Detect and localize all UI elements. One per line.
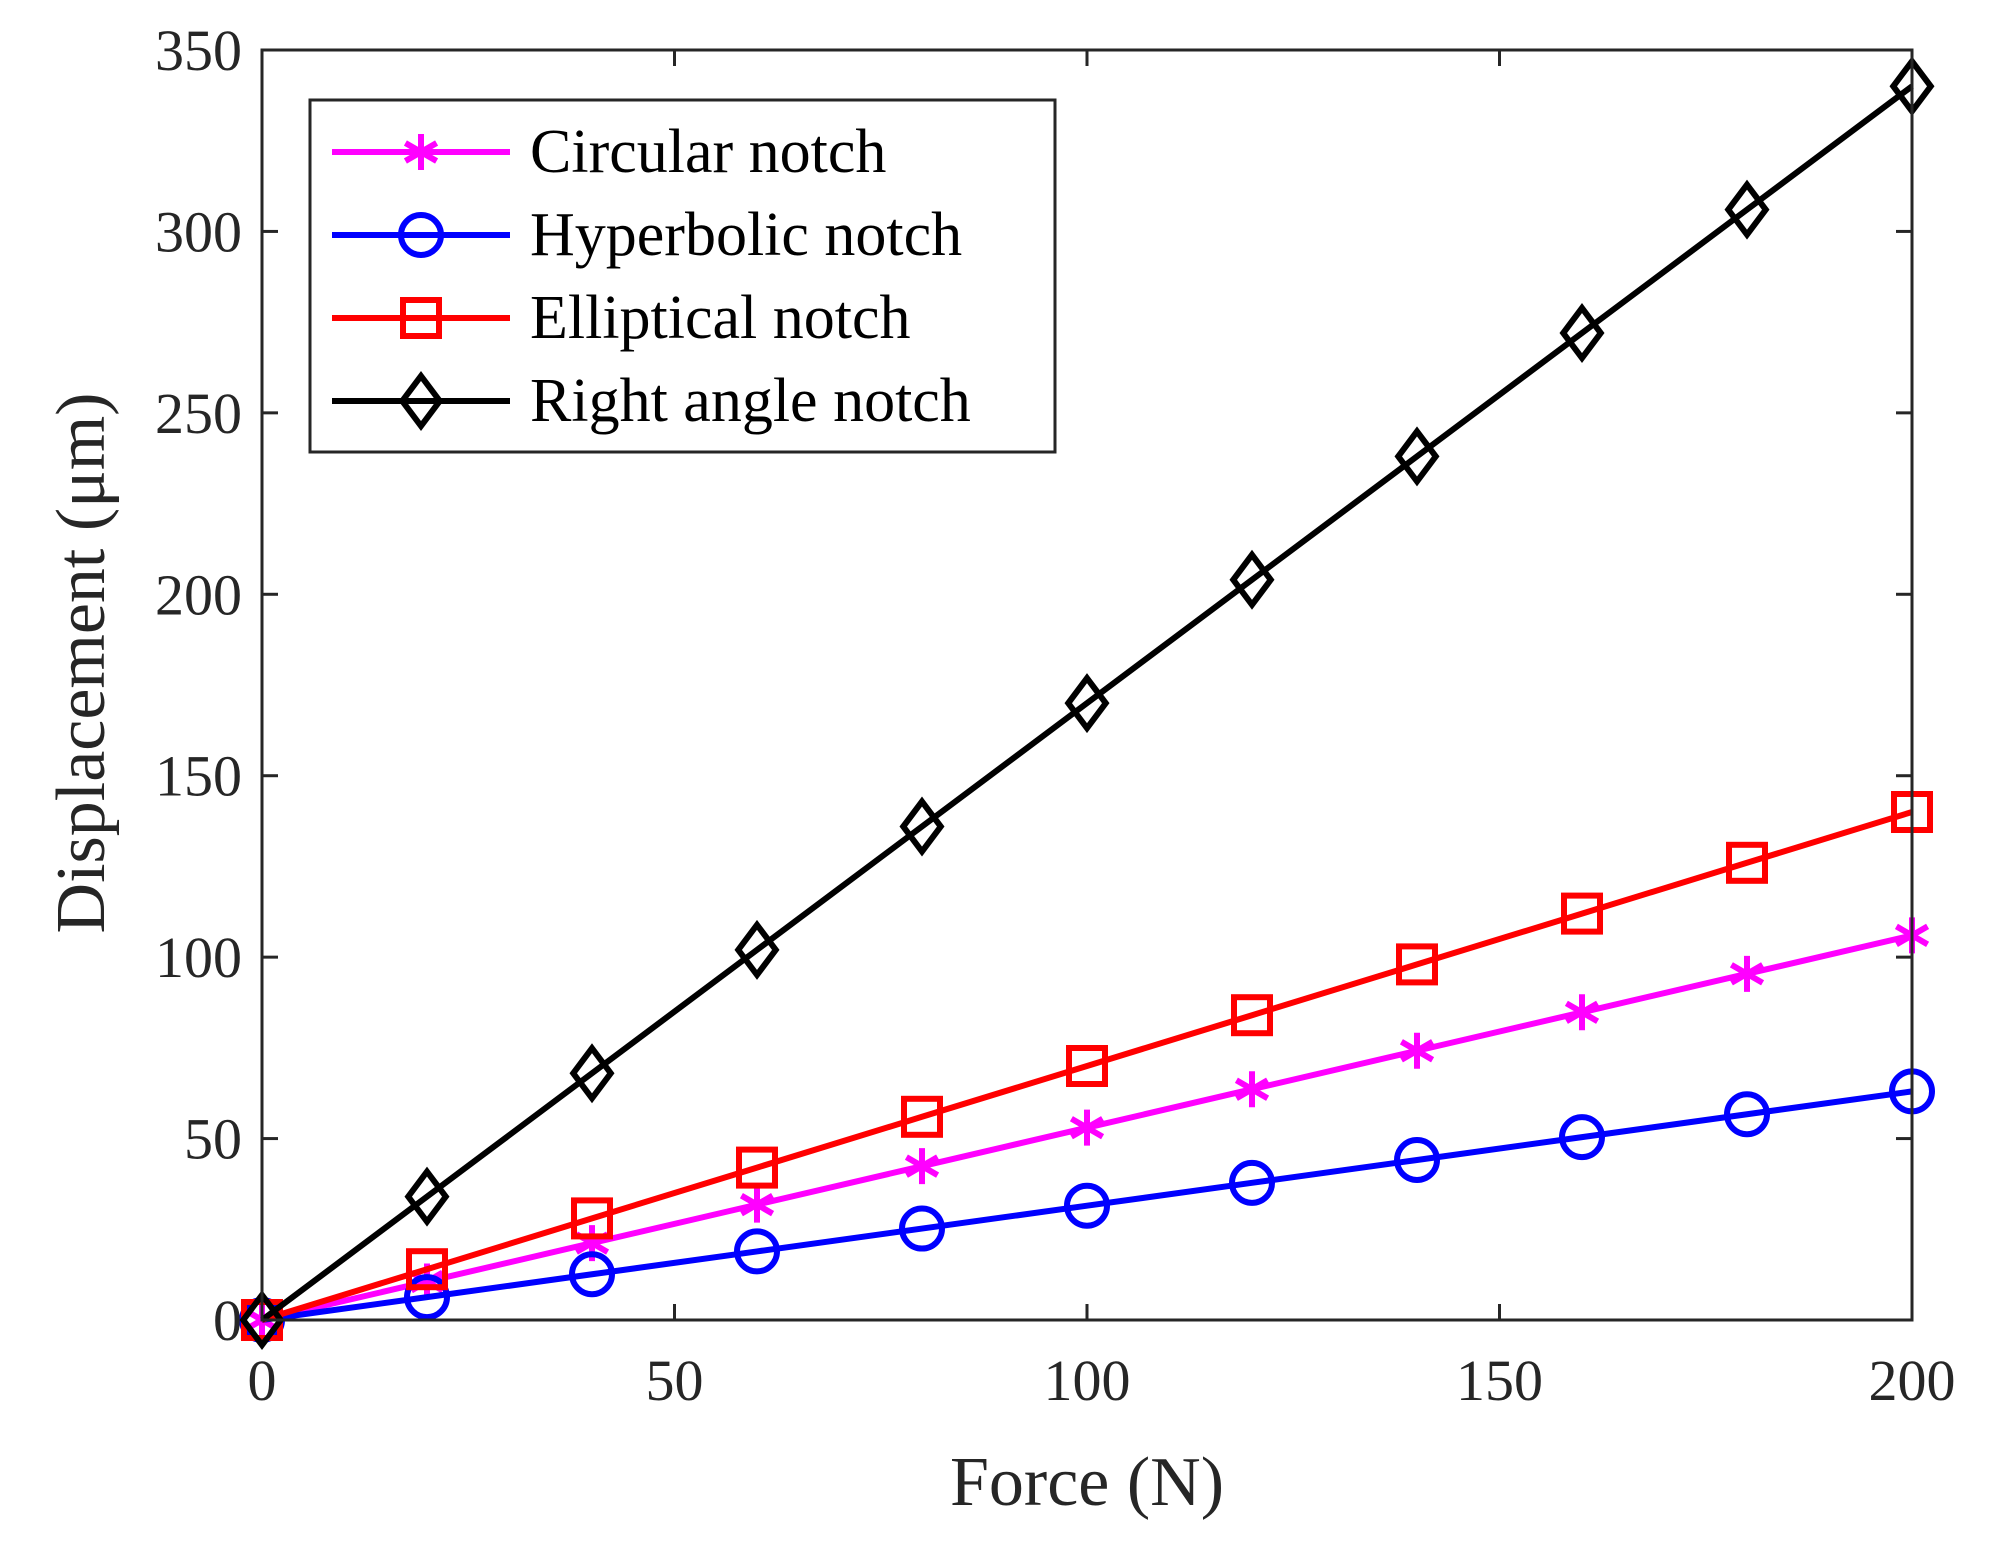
- data-point-marker: [1399, 1032, 1435, 1069]
- data-point-marker: [736, 1146, 778, 1189]
- data-point-marker: [1394, 426, 1440, 487]
- series-line: [261, 809, 1913, 1323]
- legend-entry: Circular notch: [332, 118, 886, 186]
- y-tick-label: 50: [184, 1107, 242, 1172]
- legend-marker: [398, 212, 444, 258]
- y-tick-label: 200: [155, 562, 242, 627]
- data-point-marker: [1564, 994, 1600, 1031]
- data-point-marker: [1396, 943, 1438, 986]
- data-point-marker: [1064, 673, 1110, 734]
- data-point-marker: [734, 1228, 780, 1275]
- data-point-marker: [904, 1148, 940, 1185]
- legend-marker: [398, 371, 444, 431]
- data-point-marker: [569, 1251, 615, 1298]
- data-point-marker: [239, 1290, 285, 1350]
- legend-entry: Hyperbolic notch: [332, 201, 962, 269]
- x-axis-title: Force (N): [950, 1444, 1224, 1521]
- x-tick-label: 100: [1044, 1348, 1131, 1413]
- series-right-angle-notch: [239, 56, 1935, 1350]
- data-point-marker: [1724, 1091, 1770, 1138]
- x-tick-label: 50: [646, 1348, 704, 1413]
- data-point-marker: [404, 1274, 450, 1321]
- data-point-marker: [1231, 994, 1273, 1037]
- y-tick-label: 150: [155, 744, 242, 809]
- data-point-marker: [404, 1166, 450, 1227]
- legend-marker: [403, 134, 439, 170]
- data-point-marker: [1066, 1045, 1108, 1087]
- legend-marker: [400, 297, 442, 339]
- y-tick-label: 0: [213, 1288, 242, 1353]
- axes-layer: 0 50 100 150 200 0 50 100 150 200 250 300 350: [155, 18, 1956, 1413]
- y-tick-label: 350: [155, 18, 242, 83]
- x-tick-label: 150: [1456, 1348, 1543, 1413]
- legend-label: Hyperbolic notch: [530, 201, 962, 269]
- legend-label: Elliptical notch: [530, 284, 911, 352]
- y-axis-title: Displacement (μm): [43, 393, 120, 934]
- data-point-marker: [571, 1197, 613, 1240]
- data-point-marker: [569, 1043, 615, 1104]
- data-point-marker: [1234, 1071, 1270, 1108]
- data-point-marker: [406, 1248, 448, 1291]
- data-point-marker: [1229, 549, 1275, 610]
- y-tick-label: 250: [155, 381, 242, 446]
- data-point-marker: [1069, 1109, 1105, 1146]
- series-line: [260, 83, 1914, 1323]
- data-point-marker: [1559, 1114, 1605, 1161]
- legend: Circular notch Hyperbolic notch Elliptical…: [308, 98, 1057, 454]
- legend-label: Circular notch: [530, 118, 886, 186]
- data-point-marker: [739, 1186, 775, 1223]
- y-tick-label: 100: [155, 925, 242, 990]
- data-point-marker: [734, 919, 780, 980]
- data-point-marker: [1729, 955, 1765, 992]
- data-point-marker: [1561, 892, 1603, 935]
- data-point-marker: [1726, 841, 1768, 884]
- data-point-marker: [1559, 303, 1605, 364]
- data-point-marker: [899, 796, 945, 857]
- y-tick-label: 300: [155, 199, 242, 264]
- data-point-marker: [901, 1095, 943, 1138]
- legend-label: Right angle notch: [530, 367, 971, 435]
- x-tick-label: 0: [248, 1348, 277, 1413]
- data-point-marker: [1064, 1182, 1110, 1229]
- x-tick-label: 200: [1869, 1348, 1956, 1413]
- data-point-marker: [1394, 1136, 1440, 1183]
- data-point-marker: [899, 1205, 945, 1252]
- legend-entry: Right angle notch: [332, 367, 971, 435]
- legend-entry: Elliptical notch: [332, 284, 911, 352]
- data-point-marker: [1229, 1159, 1275, 1206]
- series-line: [261, 1088, 1913, 1323]
- data-point-marker: [1724, 179, 1770, 240]
